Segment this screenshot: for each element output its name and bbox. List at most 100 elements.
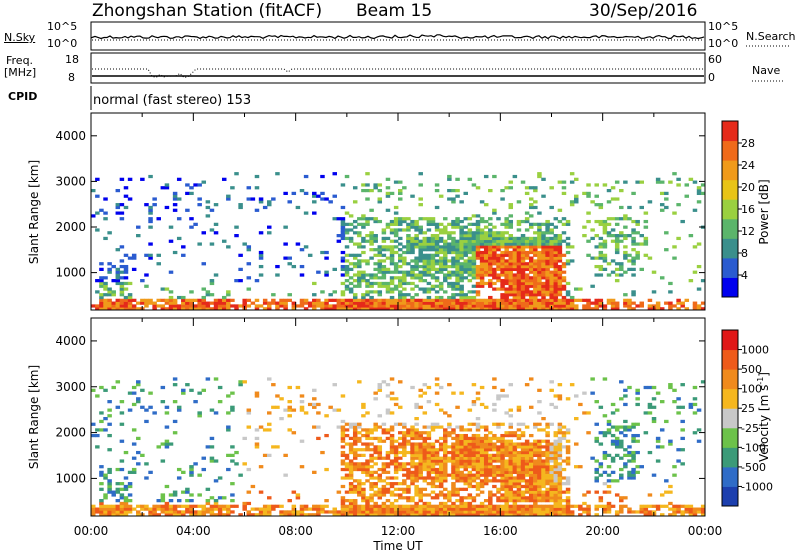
heatmap-cell (451, 391, 456, 395)
heatmap-cell (434, 507, 440, 511)
heatmap-cell (340, 256, 346, 260)
heatmap-cell (545, 453, 550, 457)
heatmap-cell (520, 433, 526, 438)
colorbar-swatch (722, 218, 738, 239)
heatmap-cell (623, 250, 628, 255)
heatmap-cell (438, 236, 444, 241)
heatmap-cell (520, 290, 526, 294)
heatmap-cell (463, 242, 468, 246)
heatmap-cell (414, 431, 419, 435)
heatmap-cell (320, 510, 325, 514)
heatmap-cell (475, 482, 481, 486)
heatmap-cell (144, 462, 149, 466)
heatmap-cell (127, 408, 133, 412)
heatmap-cell (418, 388, 423, 392)
heatmap-cell (357, 479, 362, 483)
heatmap-cell (398, 482, 403, 486)
heatmap-cell (504, 465, 509, 469)
heatmap-cell (524, 442, 530, 446)
heatmap-cell (119, 504, 125, 508)
heatmap-cell (99, 473, 104, 477)
heatmap-cell (512, 470, 518, 474)
heatmap-cell (131, 307, 137, 311)
heatmap-cell (189, 304, 194, 308)
heatmap-cell (520, 445, 526, 449)
heatmap-cell (557, 504, 563, 508)
heatmap-cell (221, 295, 227, 300)
heatmap-cell (463, 476, 468, 480)
heatmap-cell (426, 287, 432, 291)
heatmap-cell (651, 504, 657, 508)
heatmap-cell (614, 267, 620, 271)
heatmap-cell (672, 504, 677, 508)
heatmap-cell (496, 487, 501, 491)
heatmap-cell (590, 377, 595, 381)
heatmap-cell (557, 453, 563, 457)
heatmap-cell (307, 301, 313, 305)
heatmap-cell (406, 307, 411, 311)
heatmap-cell (299, 513, 305, 517)
heatmap-cell (410, 462, 415, 466)
heatmap-cell (479, 236, 485, 241)
heatmap-cell (451, 256, 456, 260)
heatmap-cell (131, 428, 137, 432)
heatmap-cell (197, 411, 202, 415)
heatmap-cell (127, 301, 133, 305)
heatmap-cell (230, 405, 235, 409)
heatmap-cell (659, 191, 665, 196)
heatmap-cell (406, 239, 411, 243)
heatmap-cell (209, 459, 215, 463)
heatmap-cell (606, 479, 612, 483)
heatmap-cell (545, 276, 550, 280)
heatmap-cell (156, 262, 161, 266)
heatmap-cell (574, 197, 579, 201)
heatmap-cell (619, 239, 624, 243)
heatmap-cell (361, 433, 366, 438)
heatmap-cell (369, 239, 374, 243)
heatmap-cell (565, 262, 571, 266)
heatmap-cell (410, 496, 415, 500)
heatmap-cell (234, 225, 239, 229)
colorbar-tick-label: -500 (741, 461, 766, 474)
heatmap-cell (549, 388, 554, 392)
heatmap-cell (557, 442, 563, 446)
heatmap-cell (246, 304, 252, 308)
heatmap-cell (508, 270, 514, 274)
heatmap-cell (582, 234, 587, 238)
heatmap-cell (594, 203, 599, 207)
heatmap-cell (557, 465, 563, 469)
heatmap-cell (623, 388, 628, 392)
heatmap-cell (512, 304, 518, 308)
heatmap-cell (373, 513, 378, 517)
heatmap-cell (185, 307, 190, 311)
heatmap-cell (447, 231, 452, 235)
heatmap-cell (586, 191, 591, 196)
heatmap-cell (226, 453, 231, 457)
heatmap-cell (492, 507, 497, 511)
heatmap-cell (516, 242, 522, 246)
heatmap-cell (357, 425, 362, 429)
heatmap-cell (496, 496, 501, 500)
heatmap-cell (209, 510, 215, 514)
heatmap-cell (627, 445, 632, 449)
heatmap-cell (533, 510, 538, 514)
heatmap-cell (528, 405, 534, 409)
heatmap-cell (422, 439, 428, 443)
heatmap-cell (357, 245, 362, 249)
heatmap-cell (369, 428, 374, 432)
heatmap-cell (619, 264, 624, 269)
heatmap-cell (528, 205, 534, 210)
heatmap-cell (447, 188, 452, 193)
heatmap-cell (365, 433, 370, 438)
heatmap-cell (348, 442, 354, 446)
heatmap-cell (557, 245, 563, 249)
heatmap-cell (569, 304, 575, 308)
heatmap-cell (537, 253, 542, 257)
heatmap-cell (422, 507, 428, 511)
heatmap-cell (475, 436, 481, 441)
heatmap-cell (500, 448, 505, 452)
heatmap-cell (541, 298, 546, 302)
heatmap-cell (443, 231, 448, 235)
heatmap-cell (455, 493, 460, 497)
heatmap-cell (369, 496, 374, 500)
